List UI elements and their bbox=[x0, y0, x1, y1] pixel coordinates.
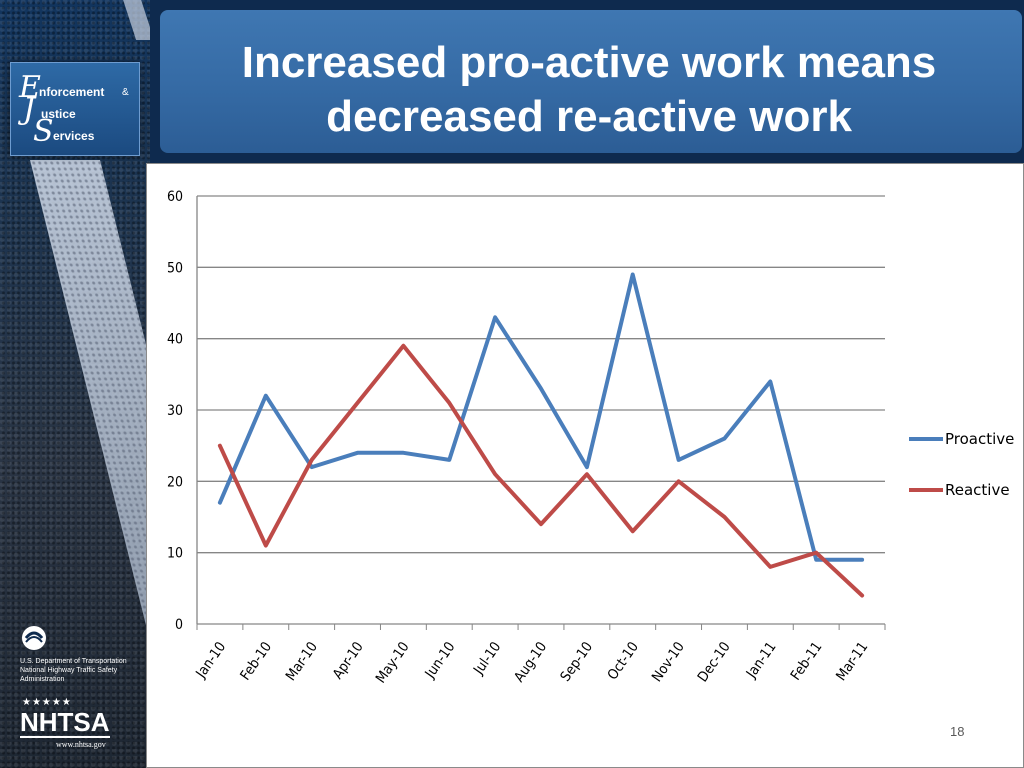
y-tick-label: 40 bbox=[167, 332, 183, 348]
series-line-proactive bbox=[217, 272, 865, 562]
y-tick-label: 50 bbox=[167, 260, 183, 276]
x-tick-label: Oct-10 bbox=[605, 639, 642, 683]
x-tick-label: Jan-11 bbox=[743, 639, 780, 682]
x-tick-label: Dec-10 bbox=[695, 639, 734, 685]
y-tick-label: 60 bbox=[167, 189, 183, 205]
x-tick-label: Jul-10 bbox=[470, 639, 504, 678]
x-tick-label: Feb-11 bbox=[788, 639, 826, 683]
x-tick-label: Apr-10 bbox=[330, 639, 367, 682]
x-tick-label: Mar-11 bbox=[833, 639, 871, 684]
x-tick-label: Mar-10 bbox=[283, 639, 321, 684]
x-tick-label: Aug-10 bbox=[511, 639, 550, 685]
x-tick-label: May-10 bbox=[373, 639, 413, 686]
series-line-reactive bbox=[217, 343, 865, 598]
x-tick-label: Nov-10 bbox=[649, 639, 688, 685]
chart-panel: 0 10 20 30 40 50 60 Jan-10 Feb-10 Mar-10 Apr-10 May… bbox=[146, 163, 1024, 768]
ejs-ampersand: & bbox=[122, 87, 129, 98]
ejs-letter-j: J bbox=[23, 92, 36, 127]
x-tick-label: Feb-10 bbox=[237, 639, 275, 683]
y-tick-label: 30 bbox=[167, 403, 183, 419]
dot-agency-text: U.S. Department of Transportation Nation… bbox=[20, 658, 127, 683]
road-lane-dash bbox=[119, 0, 150, 40]
ejs-letter-e: E bbox=[19, 70, 41, 105]
ejs-logo: E nforcement & J ustice S ervices bbox=[10, 62, 140, 156]
x-tick-label: Jun-10 bbox=[422, 639, 459, 682]
nhtsa-stars: ★★★★★ bbox=[22, 697, 72, 708]
slide-title: Increased pro-active work means decrease… bbox=[241, 38, 937, 141]
title-banner bbox=[160, 10, 1022, 153]
line-chart: 0 10 20 30 40 50 60 Jan-10 Feb-10 Mar-10 Apr-10 May… bbox=[167, 189, 1014, 686]
x-tick-label: Jan-10 bbox=[193, 639, 230, 682]
legend-label-proactive: Proactive bbox=[945, 430, 1014, 448]
y-tick-label: 0 bbox=[175, 617, 183, 633]
dot-logo-icon bbox=[22, 626, 46, 650]
y-tick-label: 10 bbox=[167, 546, 183, 562]
legend-label-reactive: Reactive bbox=[945, 481, 1010, 499]
x-tick-label: Sep-10 bbox=[558, 639, 597, 684]
nhtsa-url: www.nhtsa.gov bbox=[56, 740, 106, 749]
slide-number: 18 bbox=[950, 724, 965, 739]
ejs-letter-s: S bbox=[33, 114, 54, 149]
ejs-word-services: ervices bbox=[53, 129, 95, 143]
nhtsa-logo-text: NHTSA bbox=[20, 707, 110, 738]
ejs-word-justice: ustice bbox=[41, 107, 76, 121]
y-tick-label: 20 bbox=[167, 474, 183, 490]
ejs-word-enforcement: nforcement bbox=[39, 85, 105, 99]
